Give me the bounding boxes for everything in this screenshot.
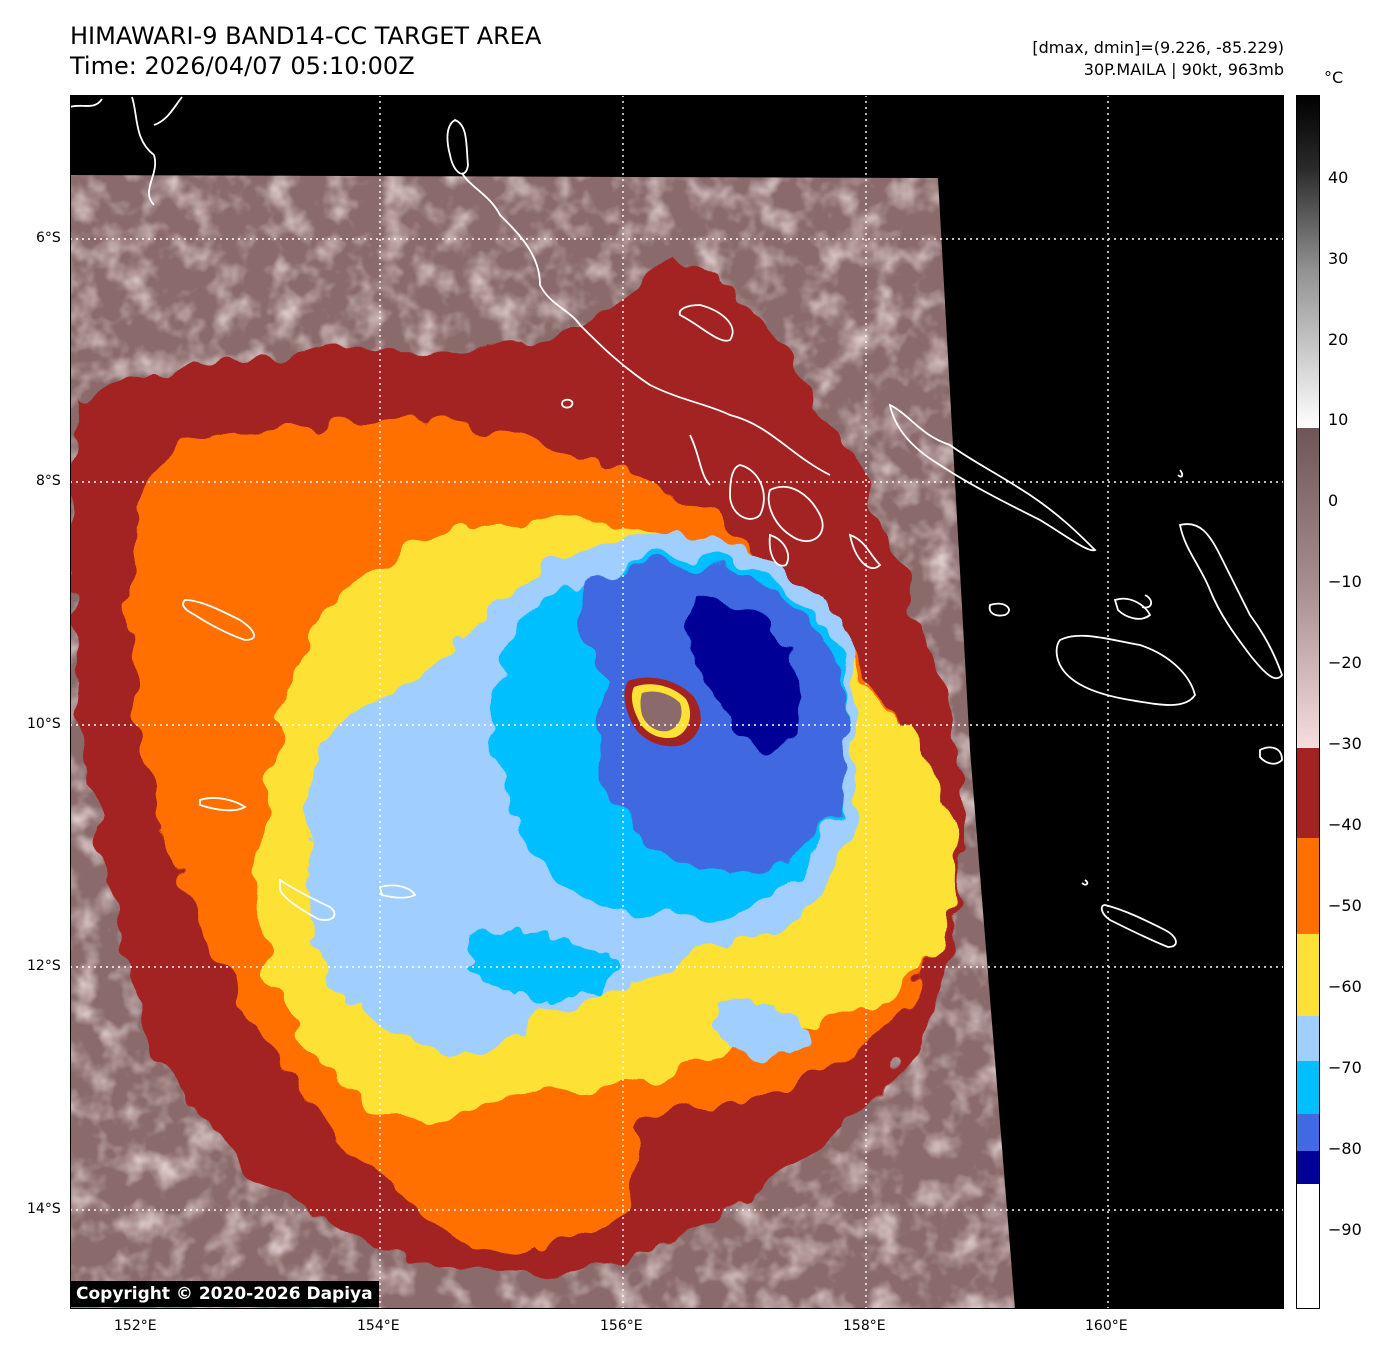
satellite-image (70, 95, 1284, 1309)
colorbar-label-0: 0 (1328, 491, 1339, 510)
lon-label-158: 158°E (843, 1318, 886, 1334)
lat-label-10s: 10°S (27, 716, 61, 732)
colorbar-label-minus50: −50 (1328, 896, 1362, 915)
cloud-top-field (70, 175, 1015, 1309)
graticule (70, 95, 1284, 1309)
lon-label-160: 160°E (1085, 1318, 1128, 1334)
colorbar-label-40: 40 (1328, 168, 1349, 187)
lon-label-152: 152°E (114, 1318, 157, 1334)
copyright-notice: Copyright © 2020-2026 Dapiya (70, 1281, 379, 1307)
colorbar-label-minus80: −80 (1328, 1139, 1362, 1158)
colorbar-label-30: 30 (1328, 249, 1349, 268)
colorbar-label-minus30: −30 (1328, 734, 1362, 753)
colorbar-label-minus90: −90 (1328, 1220, 1362, 1239)
coastlines (70, 96, 1284, 948)
colorbar-label-minus60: −60 (1328, 977, 1362, 996)
colorbar-label-minus70: −70 (1328, 1058, 1362, 1077)
lat-label-8s: 8°S (36, 473, 61, 489)
colorbar-label-10: 10 (1328, 410, 1349, 429)
colorbar (1296, 95, 1320, 1309)
colorbar-label-20: 20 (1328, 330, 1349, 349)
storm-info: 30P.MAILA | 90kt, 963mb (1083, 60, 1284, 79)
map-frame (70, 95, 1284, 1309)
lat-label-14s: 14°S (27, 1201, 61, 1217)
map-title: HIMAWARI-9 BAND14-CC TARGET AREA (70, 22, 542, 50)
dmax-dmin-text: [dmax, dmin]=(9.226, -85.229) (1032, 38, 1284, 57)
lon-label-156: 156°E (600, 1318, 643, 1334)
colorbar-graphic (1296, 95, 1320, 1309)
map-time: Time: 2026/04/07 05:10:00Z (70, 52, 415, 80)
colorbar-unit: °C (1324, 68, 1344, 87)
lat-label-12s: 12°S (27, 958, 61, 974)
colorbar-label-minus40: −40 (1328, 815, 1362, 834)
colorbar-label-minus10: −10 (1328, 572, 1362, 591)
lon-label-154: 154°E (357, 1318, 400, 1334)
satellite-map (70, 95, 1284, 1309)
lat-label-6s: 6°S (36, 230, 61, 246)
colorbar-label-minus20: −20 (1328, 653, 1362, 672)
